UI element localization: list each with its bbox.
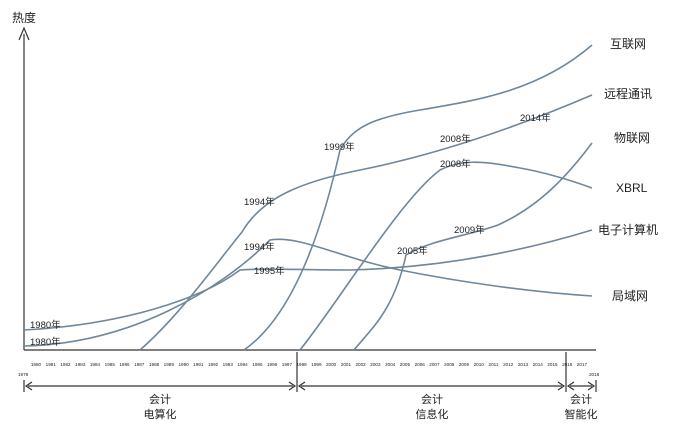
x-tick-label: 2000 bbox=[326, 362, 337, 367]
y-axis-label: 热度 bbox=[12, 10, 36, 25]
x-tick-label: 2010 bbox=[474, 362, 485, 367]
annotation-remote-start: 1994年 bbox=[244, 196, 275, 208]
x-tick-label: 2001 bbox=[341, 362, 352, 367]
annotation-2005: 2005年 bbox=[397, 245, 428, 257]
era-2-line1: 会计 bbox=[421, 393, 443, 406]
x-tick-label: 2015 bbox=[547, 362, 558, 367]
x-tick-label: 1983 bbox=[75, 362, 86, 367]
era-arrow-heads-2 bbox=[297, 381, 566, 391]
x-tick-label: 2004 bbox=[385, 362, 396, 367]
curve-internet bbox=[243, 44, 593, 351]
curve-remote-communication bbox=[139, 94, 593, 351]
x-tick-label: 2008 bbox=[444, 362, 455, 367]
label-internet: 互联网 bbox=[610, 37, 646, 51]
era-3-line2: 智能化 bbox=[565, 407, 598, 421]
era-3-line1: 会计 bbox=[570, 393, 592, 406]
annotation-lan-1994: 1994年 bbox=[244, 241, 275, 253]
x-tick-label: 2014 bbox=[533, 362, 544, 367]
annotation-computer-1995: 1995年 bbox=[254, 265, 285, 277]
x-tick-label: 1996 bbox=[267, 362, 278, 367]
curve-computer bbox=[23, 229, 593, 331]
x-tick-label: 2007 bbox=[429, 362, 440, 367]
x-tick-label: 2017 bbox=[577, 362, 588, 367]
x-tick-label: 2003 bbox=[370, 362, 381, 367]
x-tick-label: 1990 bbox=[178, 362, 189, 367]
x-axis-tick-labels: 1980 1981 1982 1983 1984 1985 1986 1987 1988 1989… bbox=[31, 362, 588, 367]
x-tick-label: 1993 bbox=[223, 362, 234, 367]
x-tick-label: 1998 bbox=[296, 362, 307, 367]
annotation-lan-start: 1980年 bbox=[30, 336, 61, 348]
x-tick-label: 2005 bbox=[400, 362, 411, 367]
x-tick-label: 1988 bbox=[149, 362, 160, 367]
label-iot: 物联网 bbox=[614, 131, 650, 145]
x-tick-label: 1985 bbox=[105, 362, 116, 367]
x-axis-end-label: 2018 bbox=[589, 372, 600, 377]
annotation-computer-start: 1980年 bbox=[30, 319, 61, 331]
annotation-remote-2008: 2008年 bbox=[440, 133, 471, 145]
annotation-iot-2009: 2009年 bbox=[454, 224, 485, 236]
x-tick-label: 1980 bbox=[31, 362, 42, 367]
x-tick-label: 2016 bbox=[562, 362, 573, 367]
era-2-line2: 信息化 bbox=[416, 407, 449, 421]
x-tick-label: 1995 bbox=[252, 362, 263, 367]
era-1-line2: 电算化 bbox=[144, 407, 177, 421]
annotation-internet-start: 1999年 bbox=[324, 141, 355, 153]
x-tick-label: 1987 bbox=[134, 362, 145, 367]
x-tick-label: 1999 bbox=[311, 362, 322, 367]
x-tick-label: 1982 bbox=[60, 362, 71, 367]
y-axis-arrow bbox=[18, 26, 30, 41]
x-tick-label: 1994 bbox=[237, 362, 248, 367]
x-tick-label: 2009 bbox=[459, 362, 470, 367]
label-xbrl: XBRL bbox=[616, 181, 648, 195]
x-tick-label: 2011 bbox=[489, 362, 499, 367]
label-lan: 局域网 bbox=[612, 289, 648, 303]
curve-xbrl bbox=[299, 161, 593, 351]
x-tick-label: 1981 bbox=[46, 362, 57, 367]
x-tick-label: 1984 bbox=[90, 362, 101, 367]
x-tick-label: 2013 bbox=[518, 362, 529, 367]
x-tick-label: 1992 bbox=[208, 362, 219, 367]
label-computer: 电子计算机 bbox=[598, 222, 658, 237]
x-tick-label: 1997 bbox=[282, 362, 293, 367]
x-tick-label: 2012 bbox=[503, 362, 514, 367]
x-tick-label: 1989 bbox=[164, 362, 175, 367]
x-tick-label: 2006 bbox=[415, 362, 426, 367]
annotation-remote-2014: 2014年 bbox=[520, 112, 551, 124]
x-tick-label: 2002 bbox=[355, 362, 366, 367]
era-arrow-heads-1 bbox=[24, 381, 297, 391]
curve-lan bbox=[23, 238, 593, 347]
label-remote-communication: 远程通讯 bbox=[604, 86, 652, 101]
era-arrow-heads-3 bbox=[566, 381, 596, 391]
x-tick-label: 1991 bbox=[193, 362, 204, 367]
annotation-xbrl-2008: 2008年 bbox=[440, 158, 471, 170]
curve-iot bbox=[353, 142, 593, 351]
x-tick-label: 1986 bbox=[119, 362, 130, 367]
era-1-line1: 会计 bbox=[149, 393, 171, 406]
x-axis-start-label: 1979 bbox=[18, 372, 29, 377]
